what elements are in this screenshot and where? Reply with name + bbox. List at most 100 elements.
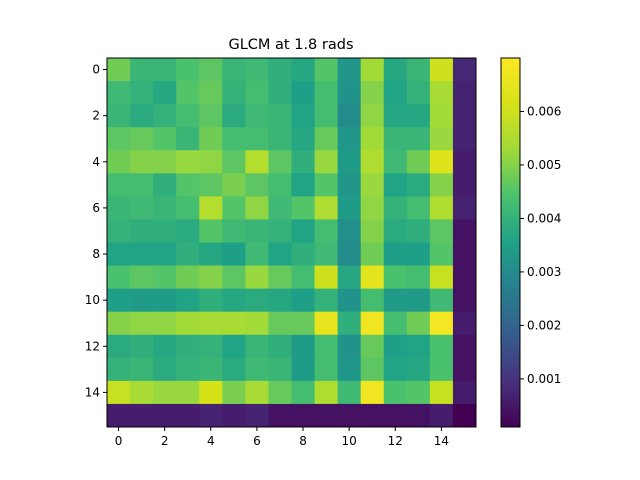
heatmap-cell — [360, 357, 385, 382]
heatmap-cell — [360, 334, 385, 359]
y-tick-label: 10 — [85, 293, 100, 307]
heatmap-cell — [222, 380, 246, 405]
y-tick-label: 8 — [92, 247, 100, 261]
heatmap-cell — [314, 219, 339, 243]
colorbar-tick-label: 0.004 — [527, 211, 561, 225]
heatmap-cell — [291, 265, 315, 290]
heatmap-cell — [130, 196, 154, 220]
heatmap-cell — [360, 311, 385, 336]
heatmap-cell — [222, 288, 246, 313]
heatmap-cell — [222, 219, 246, 243]
heatmap-cell — [130, 219, 154, 243]
heatmap-cell — [176, 104, 200, 128]
heatmap-cell — [360, 127, 385, 151]
heatmap-cell — [429, 288, 454, 313]
heatmap-cell — [107, 403, 131, 428]
heatmap-cell — [153, 265, 177, 290]
heatmap-cell — [406, 311, 431, 336]
heatmap-cell — [107, 311, 131, 336]
heatmap-cell — [314, 127, 339, 151]
x-tick-label: 8 — [299, 434, 307, 448]
x-tick-label: 12 — [388, 434, 403, 448]
heatmap-cell — [107, 196, 131, 220]
heatmap-cell — [153, 380, 177, 405]
heatmap-cell — [107, 242, 131, 266]
heatmap-cell — [130, 403, 154, 428]
heatmap-cell — [291, 81, 315, 105]
heatmap-cell — [314, 334, 339, 359]
colorbar-tick-label: 0.002 — [527, 318, 561, 332]
colorbar-tick-label: 0.005 — [527, 158, 561, 172]
heatmap-cell — [176, 173, 200, 197]
heatmap-cell — [452, 173, 477, 197]
heatmap-cell — [452, 380, 477, 405]
heatmap-cell — [452, 150, 477, 174]
heatmap-cell — [222, 127, 246, 151]
heatmap-cell — [337, 219, 362, 243]
heatmap-cell — [429, 104, 454, 128]
heatmap-cell — [314, 288, 339, 313]
colorbar-tick-label: 0.006 — [527, 104, 561, 118]
heatmap-cell — [153, 81, 177, 105]
heatmap-cell — [199, 357, 223, 382]
heatmap-cell — [360, 288, 385, 313]
x-tick-label: 6 — [253, 434, 261, 448]
colorbar — [500, 57, 521, 428]
heatmap-cell — [337, 242, 362, 266]
heatmap-cell — [452, 311, 477, 336]
colorbar-tick-label: 0.003 — [527, 265, 561, 279]
heatmap-cell — [429, 357, 454, 382]
heatmap-cell — [406, 81, 431, 105]
heatmap-cell — [268, 173, 292, 197]
heatmap-cell — [222, 357, 246, 382]
heatmap-cell — [107, 150, 131, 174]
heatmap-cell — [360, 150, 385, 174]
heatmap-cell — [452, 265, 477, 290]
heatmap-cell — [360, 380, 385, 405]
heatmap-cell — [268, 311, 292, 336]
heatmap-cell — [314, 380, 339, 405]
heatmap-cell — [245, 357, 269, 382]
heatmap-cell — [429, 150, 454, 174]
heatmap-cell — [383, 58, 408, 82]
heatmap-cell — [245, 173, 269, 197]
heatmap-cell — [153, 127, 177, 151]
heatmap-cell — [429, 380, 454, 405]
heatmap-cell — [107, 288, 131, 313]
heatmap-cell — [176, 403, 200, 428]
heatmap-cell — [199, 196, 223, 220]
heatmap-cell — [199, 150, 223, 174]
heatmap-cell — [406, 288, 431, 313]
heatmap-cell — [337, 334, 362, 359]
heatmap-cell — [176, 288, 200, 313]
heatmap-cell — [360, 104, 385, 128]
heatmap-cell — [452, 81, 477, 105]
y-tick-label: 0 — [92, 63, 100, 77]
heatmap-cell — [406, 104, 431, 128]
heatmap-cell — [268, 380, 292, 405]
colorbar-tick-label: 0.001 — [527, 372, 561, 386]
x-tick-label: 4 — [207, 434, 215, 448]
heatmap-cell — [176, 334, 200, 359]
heatmap-cell — [406, 127, 431, 151]
heatmap-cell — [199, 58, 223, 82]
heatmap-cell — [107, 357, 131, 382]
heatmap-cell — [383, 357, 408, 382]
heatmap-cell — [383, 403, 408, 428]
heatmap-cell — [130, 265, 154, 290]
heatmap-cell — [452, 196, 477, 220]
heatmap-cell — [383, 104, 408, 128]
heatmap-cell — [337, 357, 362, 382]
heatmap-cell — [153, 403, 177, 428]
heatmap-cell — [406, 150, 431, 174]
heatmap-cell — [291, 357, 315, 382]
heatmap-cell — [360, 219, 385, 243]
heatmap-cell — [291, 311, 315, 336]
heatmap-cell — [245, 311, 269, 336]
heatmap-cell — [245, 58, 269, 82]
heatmap-cell — [176, 150, 200, 174]
heatmap-cell — [222, 104, 246, 128]
heatmap-cell — [406, 357, 431, 382]
x-tick-label: 10 — [342, 434, 357, 448]
heatmap-cell — [245, 127, 269, 151]
